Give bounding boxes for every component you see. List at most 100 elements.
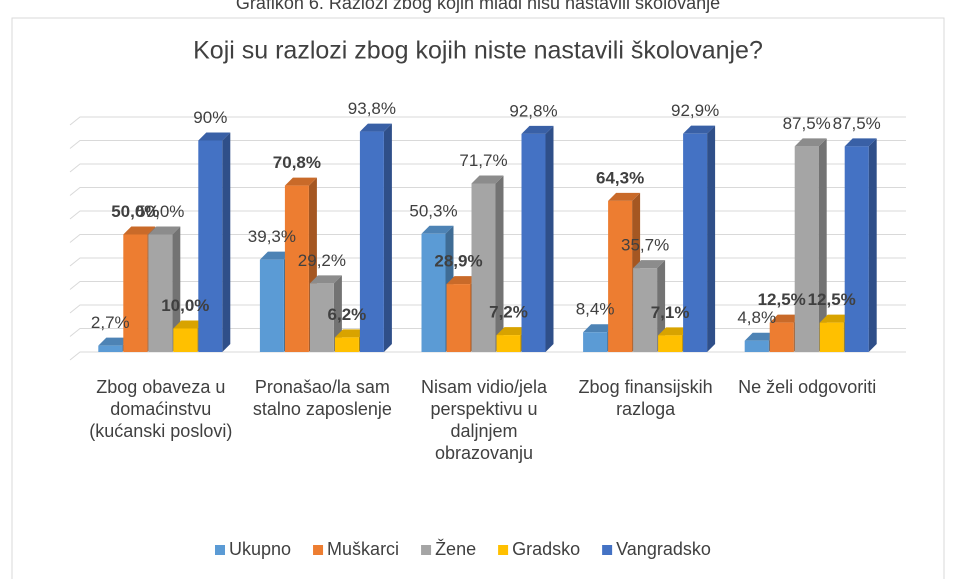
grid-line bbox=[69, 351, 906, 361]
value-label: 92,9% bbox=[671, 101, 719, 120]
bar bbox=[284, 185, 309, 352]
bar bbox=[658, 335, 683, 352]
value-label: 92,8% bbox=[509, 101, 557, 120]
value-label: 2,7% bbox=[91, 313, 130, 332]
x-tick-label: Zbog obaveza u domaćinstvu (kućanski pos… bbox=[89, 377, 233, 441]
x-tick-label: Pronašao/la sam stalno zaposlenje bbox=[252, 377, 392, 419]
value-label: 87,5% bbox=[833, 114, 881, 133]
bar-top bbox=[148, 226, 181, 235]
value-label: 12,5% bbox=[808, 290, 856, 309]
value-label: 50,0% bbox=[111, 202, 159, 221]
value-label: 10,0% bbox=[161, 296, 209, 315]
value-label: 90% bbox=[193, 108, 227, 127]
grid-line bbox=[69, 187, 906, 196]
bar-top bbox=[309, 275, 342, 284]
chart-title: Koji su razlozi zbog kojih niste nastavi… bbox=[193, 37, 763, 65]
legend-swatch bbox=[313, 545, 324, 555]
value-label: 8,4% bbox=[576, 300, 615, 319]
bar bbox=[633, 268, 658, 352]
bar-side bbox=[707, 125, 716, 352]
value-label: 39,3% bbox=[248, 227, 296, 246]
legend-swatch bbox=[602, 545, 613, 555]
bar-top bbox=[284, 177, 317, 186]
x-tick-label: Nisam vidio/jela perspektivu u daljnjem … bbox=[420, 377, 548, 463]
bar bbox=[496, 335, 521, 352]
bar-top bbox=[198, 132, 231, 141]
legend-label: Vangradsko bbox=[616, 539, 711, 559]
grid-line bbox=[69, 163, 906, 173]
value-label: 64,3% bbox=[596, 168, 644, 187]
bar bbox=[173, 328, 198, 352]
bar bbox=[794, 146, 819, 352]
bar bbox=[683, 133, 708, 352]
bar-side bbox=[818, 138, 827, 352]
bar bbox=[198, 140, 223, 352]
bar-side bbox=[383, 123, 392, 352]
bar bbox=[819, 322, 844, 352]
bar-top bbox=[683, 125, 716, 134]
x-tick-label: Zbog finansijskih razloga bbox=[578, 377, 713, 419]
bar-top bbox=[359, 123, 392, 132]
legend-label: Muškarci bbox=[327, 539, 399, 559]
value-label: 6,2% bbox=[328, 305, 367, 324]
bar-side bbox=[172, 226, 181, 352]
bar bbox=[98, 345, 123, 352]
value-label: 29,2% bbox=[298, 251, 346, 270]
figure-caption: Grafikon 6. Razlozi zbog kojih mladi nis… bbox=[236, 0, 720, 13]
bar-top bbox=[446, 276, 479, 285]
bar bbox=[769, 322, 794, 352]
bar-side bbox=[545, 125, 554, 352]
legend-label: Gradsko bbox=[512, 539, 580, 559]
x-tick-label: Ne želi odgovoriti bbox=[738, 377, 877, 397]
legend-swatch bbox=[215, 545, 225, 555]
bar bbox=[309, 283, 334, 352]
bar-top bbox=[608, 192, 641, 201]
bar-top bbox=[744, 332, 777, 341]
bar bbox=[583, 332, 608, 352]
bar bbox=[421, 233, 446, 352]
value-label: 70,8% bbox=[273, 153, 321, 172]
value-label: 87,5% bbox=[783, 114, 831, 133]
bar-top bbox=[123, 226, 156, 235]
bar-top bbox=[583, 324, 616, 333]
legend-swatch bbox=[498, 545, 509, 555]
bar-side bbox=[222, 132, 231, 352]
grid-line bbox=[69, 116, 906, 126]
value-label: 7,2% bbox=[489, 303, 528, 322]
value-label: 50,0% bbox=[136, 202, 184, 221]
bar-side bbox=[657, 260, 666, 352]
legend-label: Žene bbox=[435, 539, 476, 559]
bar-top bbox=[98, 337, 131, 346]
bar-side bbox=[868, 138, 877, 352]
bar-top bbox=[173, 320, 206, 329]
value-label: 93,8% bbox=[348, 99, 396, 118]
bar-top bbox=[633, 260, 666, 269]
value-label: 35,7% bbox=[621, 236, 669, 255]
bar-top bbox=[794, 138, 827, 147]
bar bbox=[359, 131, 384, 352]
value-label: 4,8% bbox=[737, 308, 776, 327]
value-label: 50,3% bbox=[409, 201, 457, 220]
bar bbox=[521, 133, 546, 352]
bar-top bbox=[658, 327, 691, 336]
bar-top bbox=[421, 225, 454, 234]
value-label: 12,5% bbox=[758, 290, 806, 309]
grid-line bbox=[69, 140, 906, 149]
bar-top bbox=[769, 314, 802, 323]
legend-label: Ukupno bbox=[229, 539, 291, 559]
bar-top bbox=[471, 175, 504, 184]
bar-top bbox=[844, 138, 877, 147]
value-label: 71,7% bbox=[459, 151, 507, 170]
bar-side bbox=[495, 175, 504, 352]
legend-swatch bbox=[421, 545, 432, 555]
bar bbox=[744, 340, 769, 352]
bar bbox=[608, 200, 633, 352]
bar bbox=[148, 234, 173, 352]
bar-top bbox=[334, 329, 367, 338]
bar-top bbox=[259, 251, 292, 260]
bar bbox=[334, 337, 359, 352]
bar bbox=[471, 183, 496, 352]
value-label: 7,1% bbox=[651, 303, 690, 322]
bar bbox=[446, 284, 471, 352]
